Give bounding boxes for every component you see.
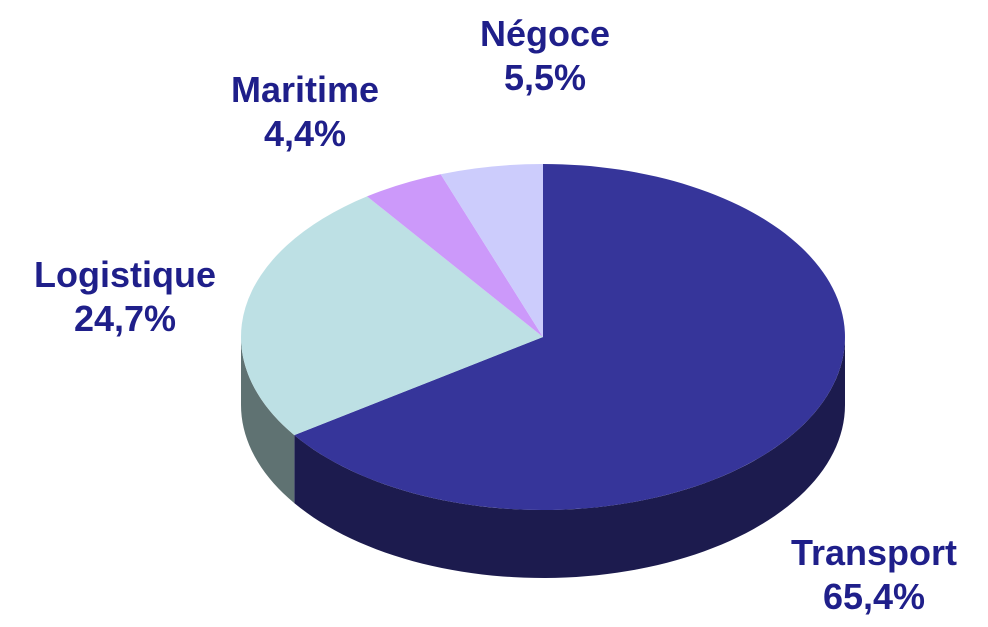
slice-negoce: [440, 164, 543, 337]
label-negoce: Négoce 5,5%: [445, 12, 645, 100]
slice-side-transport: [294, 337, 845, 578]
category-label: Logistique: [34, 254, 216, 295]
category-label: Négoce: [479, 13, 611, 54]
label-transport: Transport 65,4%: [774, 531, 974, 619]
category-label: Transport: [790, 532, 958, 573]
pie-top-faces: [240, 164, 845, 510]
slice-transport: [294, 164, 845, 510]
value-label: 65,4%: [822, 576, 926, 617]
category-label: Maritime: [230, 69, 380, 110]
slice-logistique: [240, 196, 543, 436]
value-label: 5,5%: [503, 57, 587, 98]
slice-maritime: [367, 174, 543, 337]
label-maritime: Maritime 4,4%: [205, 68, 405, 156]
value-label: 4,4%: [263, 113, 347, 154]
pie-side-walls: [241, 337, 845, 578]
label-logistique: Logistique 24,7%: [10, 253, 240, 341]
value-label: 24,7%: [73, 298, 177, 339]
slice-side-logistique: [241, 337, 295, 504]
